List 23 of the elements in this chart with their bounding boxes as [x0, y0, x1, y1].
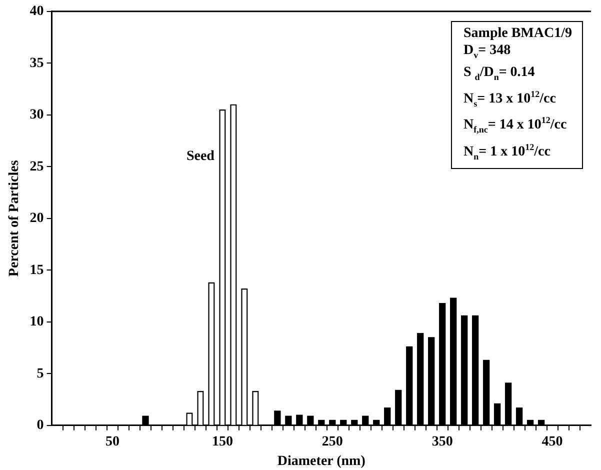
annotation: Seed	[186, 149, 214, 166]
x-tick-label: 350	[432, 434, 453, 450]
annotation: N$_{f,nc}$= 14 x 10$^{12}$/cc	[464, 114, 568, 137]
annotation: Sample BMAC1/9	[464, 25, 572, 42]
y-tick-label: 25	[30, 159, 44, 174]
y-tick-label: 20	[30, 211, 44, 226]
annotation: D$_{v}$= 348	[464, 42, 512, 62]
x-tick-label: 250	[322, 434, 343, 450]
y-tick-label: 40	[30, 4, 44, 20]
x-tick-label: 150	[212, 434, 233, 450]
annotation: N$_{s}$= 13 x 10$^{12}$/cc	[464, 88, 557, 110]
y-axis-title: Percent of Particles	[7, 160, 22, 277]
x-tick-label: 450	[542, 434, 563, 450]
annotation: S $_{d}$/D$_{n}$= 0.14	[464, 64, 536, 84]
y-tick-label: 30	[30, 108, 44, 123]
y-tick-label: 15	[30, 262, 44, 278]
annotation: N$_{n}$= 1 x 10$^{12}$/cc	[464, 140, 552, 164]
x-axis-title: Diameter (nm)	[277, 454, 366, 470]
y-tick-label: 5	[36, 366, 44, 382]
y-tick-label: 10	[30, 314, 44, 330]
y-tick-label: 0	[36, 418, 44, 434]
y-tick-label: 35	[30, 56, 44, 71]
x-tick-label: 50	[106, 434, 120, 450]
